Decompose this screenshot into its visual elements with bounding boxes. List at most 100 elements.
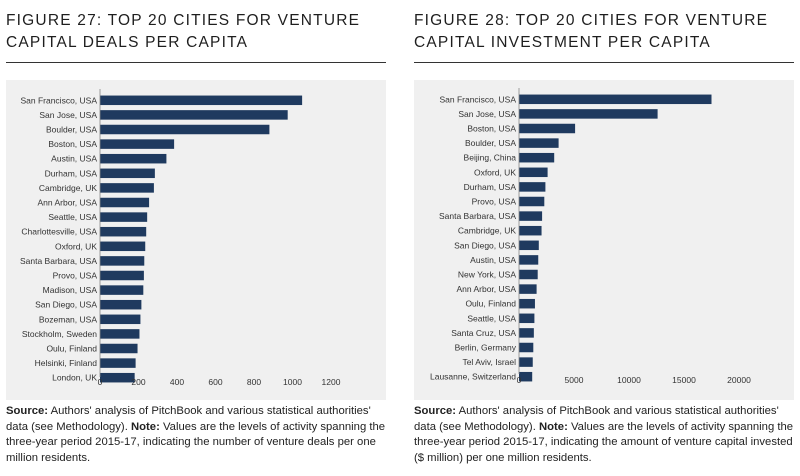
bar bbox=[100, 212, 148, 222]
figure-27-title-line2: CAPITAL DEALS PER CAPITA bbox=[6, 34, 249, 51]
category-label: Boulder, USA bbox=[46, 125, 97, 135]
category-label: Austin, USA bbox=[51, 154, 97, 164]
category-label: Oulu, Finland bbox=[46, 344, 97, 354]
figure-28-title: FIGURE 28: TOP 20 CITIES FOR VENTURE CAP… bbox=[414, 0, 794, 63]
bar bbox=[100, 168, 155, 179]
category-label: Helsinki, Finland bbox=[35, 358, 98, 368]
category-label: Durham, USA bbox=[45, 168, 98, 178]
figure-28-title-line2: CAPITAL INVESTMENT PER CAPITA bbox=[414, 34, 711, 51]
category-label: New York, USA bbox=[458, 270, 516, 280]
bar bbox=[100, 241, 146, 252]
bar bbox=[519, 284, 537, 294]
bar bbox=[100, 153, 167, 164]
figure-27-title-line1: FIGURE 27: TOP 20 CITIES FOR VENTURE bbox=[6, 12, 361, 29]
figure-27-source-text: Authors' analysis of PitchBook and vario… bbox=[6, 405, 371, 433]
bar bbox=[519, 371, 533, 382]
x-tick-label: 15000 bbox=[672, 375, 696, 385]
figure-27-source: Source: Authors' analysis of PitchBook a… bbox=[6, 404, 386, 466]
figure-27-note-label: Note: bbox=[130, 420, 160, 433]
category-label: Beijing, China bbox=[464, 153, 517, 163]
x-tick-label: 10000 bbox=[617, 375, 641, 385]
x-tick-label: 200 bbox=[131, 377, 145, 387]
figure-27-svg: San Francisco, USA San Jose, USA Boulder, … bbox=[20, 89, 341, 387]
figure-28-chart: San Francisco, USA San Jose, USA Boston, U… bbox=[414, 80, 794, 400]
x-tick-label: 600 bbox=[208, 377, 222, 387]
figure-27-panel: FIGURE 27: TOP 20 CITIES FOR VENTURE CAP… bbox=[6, 0, 386, 476]
bar bbox=[100, 299, 142, 310]
bar bbox=[519, 123, 576, 134]
bar bbox=[519, 269, 538, 280]
x-tick-label: 20000 bbox=[727, 375, 751, 385]
figure-27-source-label: Source: bbox=[6, 405, 49, 417]
bar bbox=[100, 226, 147, 237]
figure-28-panel: FIGURE 28: TOP 20 CITIES FOR VENTURE CAP… bbox=[414, 0, 794, 476]
category-label: San Diego, USA bbox=[454, 240, 516, 250]
category-label: Bozeman, USA bbox=[39, 314, 97, 324]
bar bbox=[519, 357, 533, 367]
bar bbox=[100, 95, 303, 106]
bar bbox=[519, 138, 559, 148]
category-label: Seattle, USA bbox=[48, 212, 97, 222]
x-tick-label: 1000 bbox=[283, 377, 302, 387]
category-label: Stockholm, Sweden bbox=[22, 329, 97, 339]
bar bbox=[519, 196, 545, 207]
category-label: San Diego, USA bbox=[35, 300, 97, 310]
category-label: San Jose, USA bbox=[39, 110, 97, 120]
bar bbox=[519, 255, 539, 265]
category-label: San Jose, USA bbox=[458, 109, 516, 119]
bar bbox=[100, 256, 145, 266]
category-label: Lausanne, Switzerland bbox=[430, 372, 516, 382]
x-tick-label: 0 bbox=[98, 377, 103, 387]
bar bbox=[100, 183, 154, 193]
bar bbox=[100, 343, 138, 354]
bar bbox=[519, 225, 542, 236]
bar bbox=[100, 285, 144, 295]
category-label: San Francisco, USA bbox=[20, 95, 97, 105]
category-label: Santa Barbara, USA bbox=[439, 211, 516, 221]
category-label: Berlin, Germany bbox=[455, 343, 517, 353]
category-label: Boulder, USA bbox=[465, 138, 516, 148]
bar bbox=[100, 329, 140, 339]
category-label: Provo, USA bbox=[472, 197, 517, 207]
figure-27-title: FIGURE 27: TOP 20 CITIES FOR VENTURE CAP… bbox=[6, 0, 386, 63]
figure-28-source-label: Source: bbox=[414, 405, 457, 417]
category-label: Santa Barbara, USA bbox=[20, 256, 97, 266]
bar bbox=[100, 139, 175, 149]
category-label: Tel Aviv, Israel bbox=[462, 357, 516, 367]
category-label: Ann Arbor, USA bbox=[37, 198, 97, 208]
bar bbox=[100, 358, 136, 368]
bar bbox=[519, 94, 712, 105]
category-label: Austin, USA bbox=[470, 255, 516, 265]
figure-27-chart: San Francisco, USA San Jose, USA Boulder, … bbox=[6, 80, 386, 400]
bar bbox=[519, 167, 548, 178]
bar bbox=[519, 182, 546, 192]
bar bbox=[519, 240, 539, 251]
category-label: Ann Arbor, USA bbox=[456, 284, 516, 294]
figure-28-source-text: Authors' analysis of PitchBook and vario… bbox=[414, 405, 779, 433]
bar bbox=[519, 109, 658, 119]
bar bbox=[519, 313, 535, 324]
x-tick-label: 0 bbox=[517, 375, 522, 385]
category-label: San Francisco, USA bbox=[439, 94, 516, 104]
bar bbox=[519, 342, 534, 353]
bar bbox=[100, 314, 141, 325]
category-label: Oulu, Finland bbox=[465, 299, 516, 309]
bar bbox=[100, 110, 288, 120]
category-label: Oxford, UK bbox=[474, 167, 516, 177]
category-label: Durham, USA bbox=[464, 182, 517, 192]
category-label: Provo, USA bbox=[53, 271, 98, 281]
x-tick-label: 1200 bbox=[322, 377, 341, 387]
category-label: Boston, USA bbox=[467, 124, 516, 134]
bar bbox=[100, 270, 144, 281]
bar bbox=[100, 372, 135, 383]
figure-28-svg: San Francisco, USA San Jose, USA Boston, U… bbox=[430, 88, 751, 385]
category-label: Santa Cruz, USA bbox=[451, 328, 516, 338]
category-label: Madison, USA bbox=[43, 285, 98, 295]
bar bbox=[519, 298, 535, 309]
figure-28-title-line1: FIGURE 28: TOP 20 CITIES FOR VENTURE bbox=[414, 12, 769, 29]
category-label: Seattle, USA bbox=[467, 313, 516, 323]
bar bbox=[519, 152, 555, 163]
x-tick-label: 5000 bbox=[565, 375, 584, 385]
x-tick-label: 800 bbox=[247, 377, 261, 387]
bar bbox=[100, 197, 150, 208]
